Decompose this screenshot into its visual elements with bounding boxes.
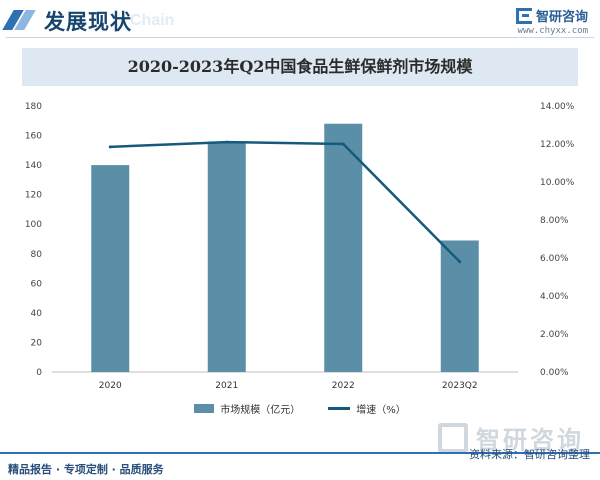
y-tick-label: 60 <box>31 279 43 289</box>
brand-name: 智研咨询 <box>535 10 588 25</box>
x-tick-label: 2023Q2 <box>442 381 478 391</box>
legend-swatch-bar <box>194 403 215 413</box>
y-tick-label: 40 <box>31 309 43 319</box>
brand-logo-icon <box>515 7 532 24</box>
legend: 市场规模（亿元） 增速（%） <box>0 400 600 416</box>
chart-title-banner: 2020-2023年Q2中国食品生鲜保鲜剂市场规模 <box>22 48 578 86</box>
bar <box>91 165 130 372</box>
legend-swatch-line <box>328 406 351 410</box>
watermark-text: 智研咨询 <box>476 426 584 454</box>
y2-tick-label: 0.00% <box>540 368 569 378</box>
header-divider <box>6 37 594 38</box>
x-tick-label: 2022 <box>332 381 355 391</box>
footer-slogan: 精品报告 · 专项定制 · 品质服务 <box>8 463 164 476</box>
legend-label-bar: 市场规模（亿元） <box>220 404 301 416</box>
x-tick-label: 2021 <box>215 381 238 391</box>
brand-url: www.chyxx.com <box>517 26 588 36</box>
line-point <box>225 140 229 144</box>
section-title: 发展现状 <box>44 10 132 34</box>
y-tick-label: 100 <box>25 220 42 230</box>
bar <box>324 123 363 372</box>
y2-tick-label: 4.00% <box>540 292 569 302</box>
growth-line <box>110 140 461 263</box>
ghost-watermark-text: Chain <box>130 12 175 29</box>
legend-item-bar: 市场规模（亿元） <box>194 401 300 416</box>
header: 发展现状 Chain 智研咨询 www.chyxx.com <box>0 0 600 40</box>
y-tick-label: 0 <box>36 368 42 378</box>
y2-tick-label: 10.00% <box>540 178 575 188</box>
y-tick-label: 80 <box>31 250 43 260</box>
y-tick-label: 160 <box>25 132 42 142</box>
y2-tick-label: 2.00% <box>540 330 569 340</box>
y2-tick-label: 8.00% <box>540 216 569 226</box>
footer-divider <box>0 452 600 454</box>
brand: 智研咨询 www.chyxx.com <box>515 6 588 36</box>
footer: 精品报告 · 专项定制 · 品质服务 资料来源：智研咨询整理 <box>0 448 600 480</box>
y2-tick-label: 6.00% <box>540 254 569 264</box>
y-tick-label: 180 <box>25 102 42 112</box>
data-source: 资料来源：智研咨询整理 <box>469 448 590 461</box>
y2-tick-label: 12.00% <box>540 140 575 150</box>
x-tick-label: 2020 <box>99 381 122 391</box>
chart: 0 20 40 60 80 100 120 140 160 180 0.00% 2.00% 4.00% 6… <box>25 102 575 391</box>
y-tick-label: 140 <box>25 161 42 171</box>
watermark-logo-icon <box>438 422 468 453</box>
brand-watermark: 智研咨询 <box>438 420 584 455</box>
legend-item-line: 增速（%） <box>328 401 406 416</box>
line-point <box>341 142 345 146</box>
y-tick-label: 20 <box>31 338 43 348</box>
y-tick-label: 120 <box>25 191 42 201</box>
section-mark-icon <box>2 10 36 30</box>
bar <box>207 141 246 372</box>
line-point <box>108 145 112 149</box>
y2-tick-label: 14.00% <box>540 102 575 112</box>
legend-label-line: 增速（%） <box>356 404 406 416</box>
chart-title: 2020-2023年Q2中国食品生鲜保鲜剂市场规模 <box>127 57 473 76</box>
line-point <box>458 260 462 264</box>
